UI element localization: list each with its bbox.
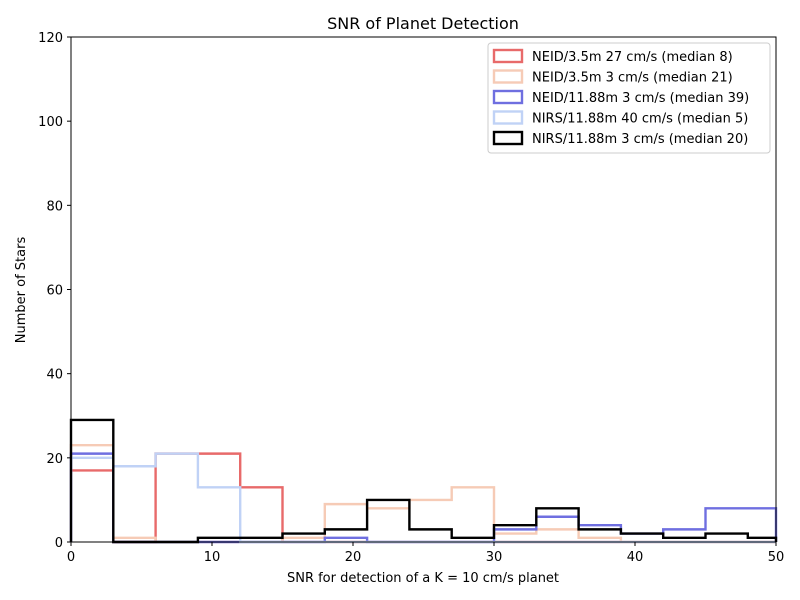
y-tick-label: 60 bbox=[46, 284, 63, 299]
legend-label-1: NEID/3.5m 27 cm/s (median 8) bbox=[532, 50, 733, 65]
x-tick-label: 50 bbox=[768, 550, 785, 565]
legend-items: NEID/3.5m 27 cm/s (median 8) NEID/3.5m 3 … bbox=[492, 48, 749, 147]
chart-title: SNR of Planet Detection bbox=[327, 14, 519, 33]
legend-label-5: NIRS/11.88m 3 cm/s (median 20) bbox=[532, 132, 748, 147]
x-tick-label: 30 bbox=[486, 550, 503, 565]
legend-label-3: NEID/11.88m 3 cm/s (median 39) bbox=[532, 91, 749, 106]
y-tick-label: 20 bbox=[46, 452, 63, 467]
legend-label-4: NIRS/11.88m 40 cm/s (median 5) bbox=[532, 112, 748, 127]
y-tick-label: 120 bbox=[38, 31, 63, 46]
y-axis-label: Number of Stars bbox=[14, 237, 29, 344]
legend-swatch-4 bbox=[492, 110, 524, 125]
legend-swatch-1 bbox=[492, 48, 524, 64]
x-tick-label: 0 bbox=[67, 550, 75, 565]
x-axis-label: SNR for detection of a K = 10 cm/s plane… bbox=[287, 571, 559, 586]
x-axis-ticks: 0 10 20 30 40 50 bbox=[67, 542, 784, 565]
series-line-5 bbox=[69, 418, 778, 544]
legend-swatch-5 bbox=[492, 130, 524, 146]
y-tick-label: 80 bbox=[46, 199, 63, 214]
y-axis-ticks: 0 20 40 60 80 100 120 bbox=[38, 31, 71, 551]
x-tick-label: 20 bbox=[345, 550, 362, 565]
legend-box bbox=[487, 42, 771, 154]
x-tick-label: 10 bbox=[204, 550, 221, 565]
legend-swatch-2 bbox=[492, 69, 524, 84]
y-tick-label: 0 bbox=[55, 536, 63, 551]
y-tick-label: 100 bbox=[38, 115, 63, 130]
series-layer bbox=[69, 418, 778, 544]
legend: NEID/3.5m 27 cm/s (median 8) NEID/3.5m 3 … bbox=[487, 42, 771, 154]
y-tick-label: 40 bbox=[46, 368, 63, 383]
legend-swatch-3 bbox=[492, 89, 524, 105]
x-tick-label: 40 bbox=[627, 550, 644, 565]
legend-label-2: NEID/3.5m 3 cm/s (median 21) bbox=[532, 71, 733, 86]
series-line-2 bbox=[69, 444, 776, 544]
